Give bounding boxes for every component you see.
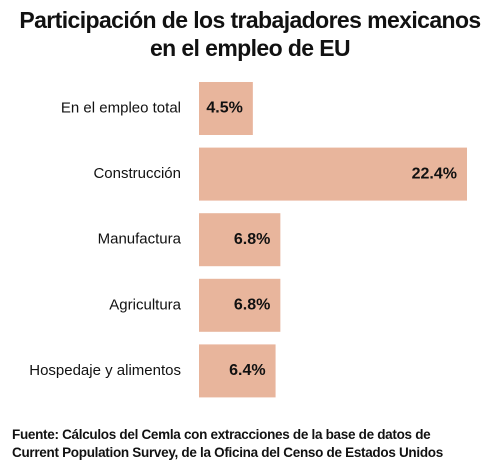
category-label-2: Manufactura bbox=[98, 231, 182, 248]
value-label-0: 4.5% bbox=[206, 100, 242, 117]
bar-3 bbox=[199, 278, 281, 332]
category-label-4: Hospedaje y alimentos bbox=[29, 362, 181, 379]
value-label-2: 6.8% bbox=[234, 231, 270, 248]
bar-1 bbox=[199, 147, 467, 201]
chart-title-line-2: en el empleo de EU bbox=[149, 35, 351, 61]
chart-title-line-1: Participación de los trabajadores mexica… bbox=[19, 7, 481, 33]
category-label-0: En el empleo total bbox=[61, 99, 181, 116]
value-label-3: 6.8% bbox=[234, 297, 270, 314]
value-label-1: 22.4% bbox=[412, 165, 457, 182]
source-line-1: Fuente: Cálculos del Cemla con extraccio… bbox=[12, 427, 431, 442]
source-note: Fuente: Cálculos del Cemla con extraccio… bbox=[12, 426, 496, 462]
source-line-2: Current Population Survey, de la Oficina… bbox=[12, 445, 443, 460]
category-label-3: Agricultura bbox=[109, 296, 181, 313]
value-label-4: 6.4% bbox=[229, 362, 265, 379]
bar-0 bbox=[199, 82, 253, 135]
bar-4 bbox=[199, 344, 276, 398]
category-label-1: Construcción bbox=[93, 165, 181, 182]
bar-2 bbox=[199, 213, 281, 267]
chart-title: Participación de los trabajadores mexica… bbox=[0, 6, 500, 62]
